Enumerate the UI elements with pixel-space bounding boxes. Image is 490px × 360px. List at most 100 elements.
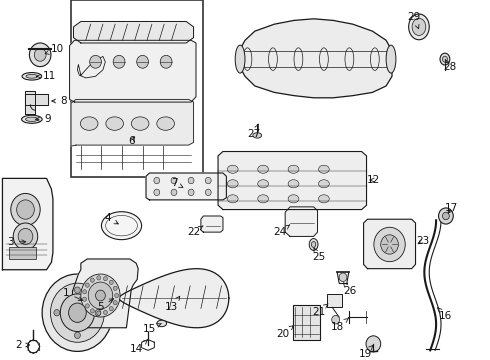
Ellipse shape [309,239,318,251]
Circle shape [13,223,38,250]
Circle shape [366,336,381,352]
Circle shape [17,200,34,219]
Ellipse shape [227,165,238,173]
Text: 17: 17 [445,203,459,213]
Text: 8: 8 [52,96,67,106]
Circle shape [374,227,405,262]
Text: 27: 27 [247,124,261,139]
Text: 11: 11 [37,71,56,81]
Ellipse shape [26,75,38,78]
Text: 9: 9 [36,114,51,124]
Circle shape [97,276,101,280]
Circle shape [205,177,211,184]
Polygon shape [146,173,226,200]
Circle shape [54,310,60,316]
Text: 21: 21 [312,304,328,317]
Text: 14: 14 [129,340,148,354]
Circle shape [109,307,113,311]
Ellipse shape [409,14,429,40]
Ellipse shape [227,195,238,203]
Circle shape [339,273,347,282]
Ellipse shape [258,195,269,203]
Ellipse shape [22,115,42,123]
Circle shape [115,293,119,298]
Circle shape [96,290,105,301]
Circle shape [95,310,101,316]
Circle shape [137,55,148,68]
Circle shape [381,235,398,254]
Ellipse shape [22,72,42,80]
Circle shape [50,283,104,342]
Ellipse shape [412,18,426,36]
Text: 3: 3 [7,237,25,247]
Circle shape [113,301,117,305]
Text: 12: 12 [367,175,380,185]
Polygon shape [364,219,416,269]
Circle shape [81,274,120,317]
Polygon shape [74,22,194,43]
Ellipse shape [258,165,269,173]
Text: 20: 20 [277,326,294,339]
Polygon shape [70,40,196,102]
Circle shape [171,189,177,195]
Ellipse shape [288,165,299,173]
Circle shape [205,189,211,195]
Circle shape [60,294,95,332]
Text: 15: 15 [143,324,161,334]
Circle shape [154,189,160,195]
Ellipse shape [312,242,316,247]
Text: 6: 6 [128,136,135,146]
Text: 22: 22 [187,226,203,237]
Circle shape [74,332,80,338]
Circle shape [18,228,33,244]
Ellipse shape [440,53,450,65]
Polygon shape [71,99,194,146]
Circle shape [90,309,94,313]
Bar [9,247,36,259]
Ellipse shape [288,180,299,188]
Text: 5: 5 [97,299,114,312]
Ellipse shape [157,320,167,327]
Polygon shape [119,269,229,328]
Polygon shape [201,216,223,232]
Circle shape [85,304,89,308]
Ellipse shape [318,165,329,173]
Circle shape [83,290,87,294]
Ellipse shape [131,117,149,130]
Circle shape [113,286,117,291]
Text: 18: 18 [330,318,349,332]
Circle shape [69,303,86,323]
Circle shape [188,177,194,184]
Circle shape [29,43,51,67]
Ellipse shape [106,117,123,130]
Text: 16: 16 [438,308,453,321]
Circle shape [103,276,107,281]
Circle shape [442,212,449,220]
Text: 2: 2 [15,340,29,350]
Circle shape [109,280,113,284]
Text: 7: 7 [171,178,183,188]
Polygon shape [77,57,105,78]
Circle shape [83,297,87,301]
Ellipse shape [25,117,38,121]
Ellipse shape [235,45,245,73]
Bar [71,0,203,177]
Circle shape [103,310,107,315]
Ellipse shape [80,117,98,130]
Ellipse shape [318,195,329,203]
Ellipse shape [101,212,142,240]
Circle shape [188,189,194,195]
Circle shape [42,274,113,351]
Polygon shape [25,94,48,105]
Circle shape [439,208,453,224]
Bar [293,305,320,339]
Circle shape [88,282,113,309]
Circle shape [113,55,125,68]
Circle shape [90,278,94,282]
Circle shape [11,193,40,226]
Ellipse shape [386,45,396,73]
Text: 24: 24 [273,225,290,237]
Circle shape [90,55,101,68]
Text: 26: 26 [343,283,357,296]
Text: 23: 23 [416,236,429,246]
